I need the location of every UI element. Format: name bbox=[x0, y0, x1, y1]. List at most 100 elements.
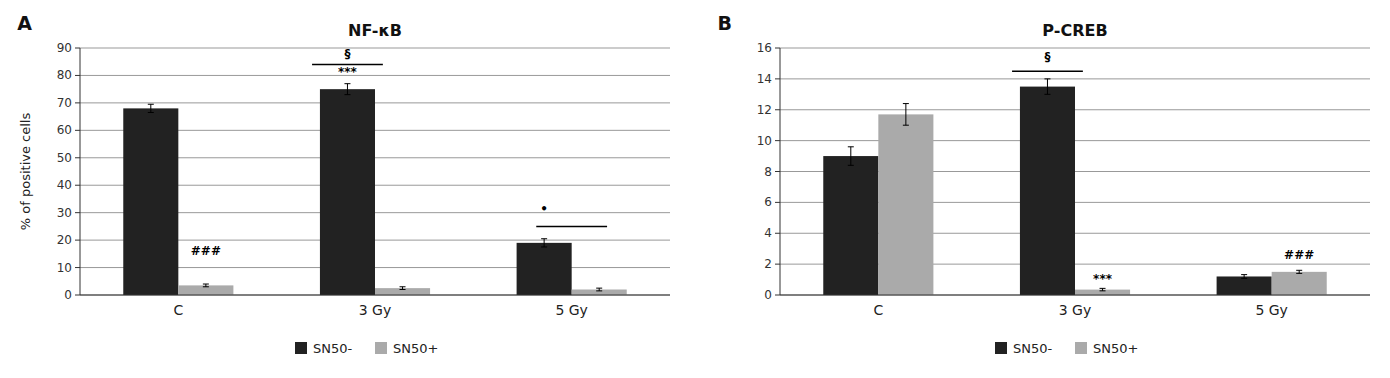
tick-label: C bbox=[173, 302, 183, 318]
bar bbox=[320, 89, 375, 295]
tick-label: 10 bbox=[757, 134, 772, 148]
error-stem bbox=[1047, 79, 1048, 94]
tick-mark bbox=[75, 295, 80, 296]
y-axis bbox=[80, 48, 81, 295]
error-bar bbox=[1241, 275, 1247, 279]
marks bbox=[123, 84, 626, 295]
panel: 0102030405060708090C3 Gy5 Gy###***§•NF-κ… bbox=[17, 12, 670, 356]
tick-label: 50 bbox=[57, 151, 72, 165]
figure: 0102030405060708090C3 Gy5 Gy###***§•NF-κ… bbox=[0, 0, 1390, 378]
tick-label: 40 bbox=[57, 178, 72, 192]
error-bar bbox=[148, 104, 154, 112]
annotation: ### bbox=[191, 244, 221, 258]
bar bbox=[878, 114, 933, 295]
tick-mark bbox=[775, 140, 780, 141]
bar bbox=[375, 288, 430, 295]
error-stem bbox=[1244, 275, 1245, 279]
error-bar bbox=[344, 84, 350, 95]
tick-label: 70 bbox=[57, 96, 72, 110]
error-cap bbox=[203, 284, 209, 285]
tick-label: 80 bbox=[57, 68, 72, 82]
bar bbox=[1217, 276, 1272, 295]
tick-label: 0 bbox=[764, 288, 772, 302]
legend-label: SN50- bbox=[313, 341, 353, 356]
tick-mark bbox=[75, 130, 80, 131]
legend-swatch bbox=[1075, 342, 1087, 354]
tick-mark bbox=[75, 240, 80, 241]
tick-mark bbox=[75, 102, 80, 103]
tick-label: 3 Gy bbox=[359, 302, 392, 318]
error-cap bbox=[1100, 290, 1106, 291]
tick-label: 20 bbox=[57, 233, 72, 247]
grid-line bbox=[780, 48, 1370, 49]
tick-label: 16 bbox=[757, 41, 772, 55]
error-bar bbox=[596, 288, 602, 291]
tick-mark bbox=[75, 75, 80, 76]
error-stem bbox=[544, 239, 545, 247]
tick-mark bbox=[75, 185, 80, 186]
annotation: • bbox=[540, 202, 548, 216]
error-cap bbox=[1241, 278, 1247, 279]
error-cap bbox=[203, 286, 209, 287]
grid-line bbox=[780, 78, 1370, 79]
legend-swatch bbox=[295, 342, 307, 354]
error-cap bbox=[1296, 273, 1302, 274]
error-cap bbox=[596, 290, 602, 291]
error-cap bbox=[400, 289, 406, 290]
tick-label: C bbox=[873, 302, 883, 318]
error-stem bbox=[905, 104, 906, 126]
error-bar bbox=[848, 147, 854, 166]
panel: 0246810121416C3 Gy5 Gy***§###P-CREBBSN50… bbox=[718, 12, 1370, 356]
title: P-CREB bbox=[1042, 21, 1107, 40]
bracket bbox=[536, 226, 607, 228]
tick-label: 5 Gy bbox=[1255, 302, 1288, 318]
error-bar bbox=[203, 284, 209, 287]
panel-label: B bbox=[718, 12, 732, 34]
annotation: § bbox=[1044, 50, 1050, 64]
legend-label: SN50+ bbox=[393, 341, 438, 356]
error-cap bbox=[848, 165, 854, 166]
error-cap bbox=[848, 146, 854, 147]
error-cap bbox=[1241, 274, 1247, 275]
tick-mark bbox=[775, 109, 780, 110]
tick-label: 3 Gy bbox=[1059, 302, 1092, 318]
error-cap bbox=[1296, 270, 1302, 271]
error-bar bbox=[1100, 288, 1106, 290]
tick-label: 0 bbox=[64, 288, 72, 302]
legend-label: SN50+ bbox=[1093, 341, 1138, 356]
error-bar bbox=[1296, 270, 1302, 273]
error-cap bbox=[344, 94, 350, 95]
tick-mark bbox=[775, 202, 780, 203]
legend-swatch bbox=[375, 342, 387, 354]
legend: SN50- SN50+ bbox=[995, 341, 1138, 356]
error-cap bbox=[1044, 94, 1050, 95]
bar bbox=[178, 285, 233, 295]
bar bbox=[1272, 272, 1327, 295]
error-cap bbox=[903, 125, 909, 126]
error-cap bbox=[903, 103, 909, 104]
tick-label: 12 bbox=[757, 103, 772, 117]
error-cap bbox=[344, 83, 350, 84]
tick-label: 30 bbox=[57, 206, 72, 220]
bracket bbox=[312, 64, 383, 66]
tick-label: 2 bbox=[764, 257, 772, 271]
error-stem bbox=[850, 147, 851, 166]
error-bar bbox=[903, 104, 909, 126]
error-bar bbox=[1044, 79, 1050, 94]
annotation: ### bbox=[1284, 248, 1314, 262]
error-bar bbox=[541, 239, 547, 247]
error-cap bbox=[541, 246, 547, 247]
tick-label: 10 bbox=[57, 261, 72, 275]
annotation: *** bbox=[1093, 272, 1113, 286]
tick-label: 4 bbox=[764, 226, 772, 240]
legend-label: SN50- bbox=[1013, 341, 1053, 356]
tick-label: 6 bbox=[764, 195, 772, 209]
tick-label: 5 Gy bbox=[555, 302, 588, 318]
bar bbox=[1075, 290, 1130, 295]
tick-mark bbox=[775, 48, 780, 49]
annotation: § bbox=[344, 47, 350, 61]
tick-mark bbox=[75, 212, 80, 213]
tick-label: 60 bbox=[57, 123, 72, 137]
tick-label: 14 bbox=[757, 72, 772, 86]
grid-line bbox=[80, 75, 670, 76]
